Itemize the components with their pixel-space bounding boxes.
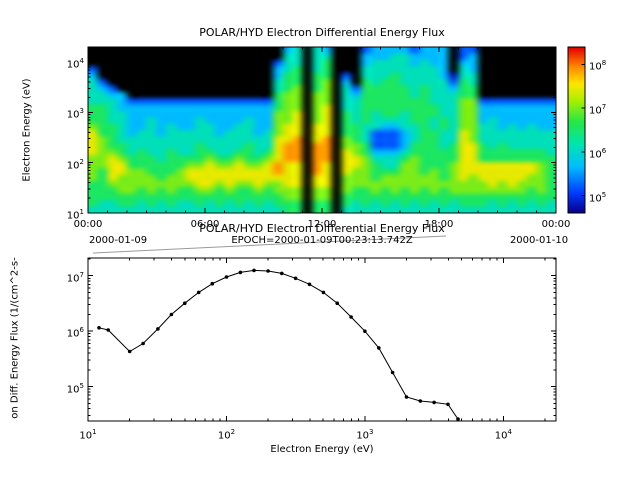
colorbar-tick-label: 108 — [589, 59, 607, 73]
flux-tick-label: 105 — [66, 381, 84, 395]
data-point-marker — [404, 395, 409, 399]
end-date-label: 2000-01-10 — [509, 235, 569, 246]
colorbar-tick-label: 105 — [589, 190, 607, 204]
spectrum-line-series — [97, 268, 460, 421]
data-point-marker — [418, 399, 423, 403]
axes-and-ticks — [87, 46, 586, 422]
time-tick-label: 18:00 — [424, 219, 454, 230]
top-panel-y-axis-label: Electron Energy (eV) — [21, 78, 33, 182]
data-point-marker — [456, 417, 460, 421]
epoch-slice-connector-line — [92, 235, 447, 254]
bottom-x-tick-label: 104 — [494, 428, 512, 442]
energy-tick-label: 103 — [66, 107, 84, 121]
time-tick-label: 06:00 — [190, 219, 220, 230]
data-point-marker — [363, 329, 367, 334]
energy-tick-label: 104 — [66, 57, 84, 71]
data-point-marker — [106, 328, 110, 332]
colorbar-tick-label: 107 — [589, 103, 607, 117]
data-point-marker — [252, 268, 256, 273]
data-point-marker — [432, 400, 436, 405]
data-point-marker — [127, 349, 132, 354]
energy-tick-label: 101 — [66, 208, 84, 222]
bottom-x-tick-label: 101 — [79, 428, 97, 442]
data-point-marker — [280, 271, 284, 276]
data-point-marker — [377, 346, 381, 350]
data-point-marker — [169, 312, 174, 317]
spectrogram-image — [88, 47, 556, 213]
bottom-panel-title: POLAR/HYD Electron Differential Energy F… — [199, 222, 445, 235]
data-point-marker — [238, 270, 243, 275]
start-date-label: 2000-01-09 — [88, 235, 148, 246]
epoch-subtitle: EPOCH=2000-01-09T00:23:13.742Z — [231, 235, 413, 246]
data-point-marker — [446, 402, 450, 407]
time-tick-label: 00:00 — [73, 219, 103, 230]
data-point-marker — [156, 327, 160, 331]
colorbar-gradient — [568, 47, 585, 213]
time-tick-label: 12:00 — [307, 219, 337, 230]
flux-tick-label: 106 — [66, 326, 84, 340]
data-point-marker — [390, 370, 395, 375]
data-point-marker — [210, 281, 215, 286]
data-point-marker — [141, 341, 145, 346]
data-point-marker — [97, 326, 101, 330]
data-point-marker — [196, 290, 201, 295]
data-point-marker — [349, 315, 353, 319]
data-point-marker — [335, 301, 340, 306]
time-tick-label: 00:00 — [541, 219, 571, 230]
bottom-panel-y-axis-label: on Diff. Energy Flux (1/(cm^2-s- — [9, 257, 21, 419]
colorbar-tick-label: 106 — [589, 146, 607, 161]
data-point-marker — [293, 276, 298, 281]
bottom-x-tick-label: 102 — [217, 428, 236, 442]
data-point-marker — [224, 275, 229, 279]
data-point-marker — [307, 282, 312, 287]
data-point-marker — [183, 301, 187, 306]
bottom-panel-x-axis-label: Electron Energy (eV) — [270, 444, 374, 455]
bottom-x-tick-label: 103 — [356, 428, 374, 442]
data-point-marker — [321, 290, 326, 295]
energy-tick-label: 102 — [66, 157, 84, 172]
data-point-marker — [266, 269, 270, 273]
top-panel-title: POLAR/HYD Electron Differential Energy F… — [199, 26, 445, 39]
flux-tick-label: 107 — [66, 270, 84, 285]
